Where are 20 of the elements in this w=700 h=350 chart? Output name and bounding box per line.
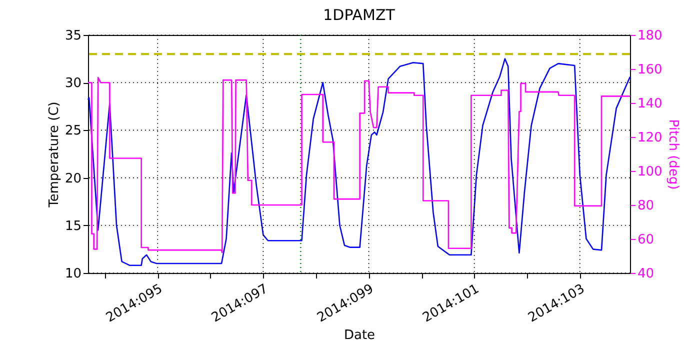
y2-tick-label: 120 (638, 130, 662, 146)
line-series (87, 58, 631, 266)
y-tick-label: 35 (64, 28, 82, 44)
y-axis-title: Temperature (C) (46, 102, 62, 208)
chart-title: 1DPAMZT (323, 6, 396, 24)
y2-tick-label: 180 (638, 28, 662, 44)
y2-axis-title: Pitch (deg) (665, 119, 680, 190)
y2-tick-label: 60 (638, 232, 654, 248)
y-tick-label: 25 (64, 124, 82, 139)
x-axis-title: Date (344, 328, 376, 343)
y2-tick-label: 40 (638, 266, 654, 282)
y2-tick-label: 140 (638, 96, 662, 112)
y-tick-label: 30 (64, 76, 82, 92)
y-tick-label: 15 (64, 218, 82, 234)
y2-tick-label: 160 (638, 62, 662, 78)
y2-tick-label: 80 (638, 198, 654, 214)
line-series (87, 76, 631, 254)
y-tick-label: 10 (64, 266, 82, 282)
y2-tick-label: 100 (638, 164, 662, 180)
y-tick-label: 20 (64, 171, 82, 186)
